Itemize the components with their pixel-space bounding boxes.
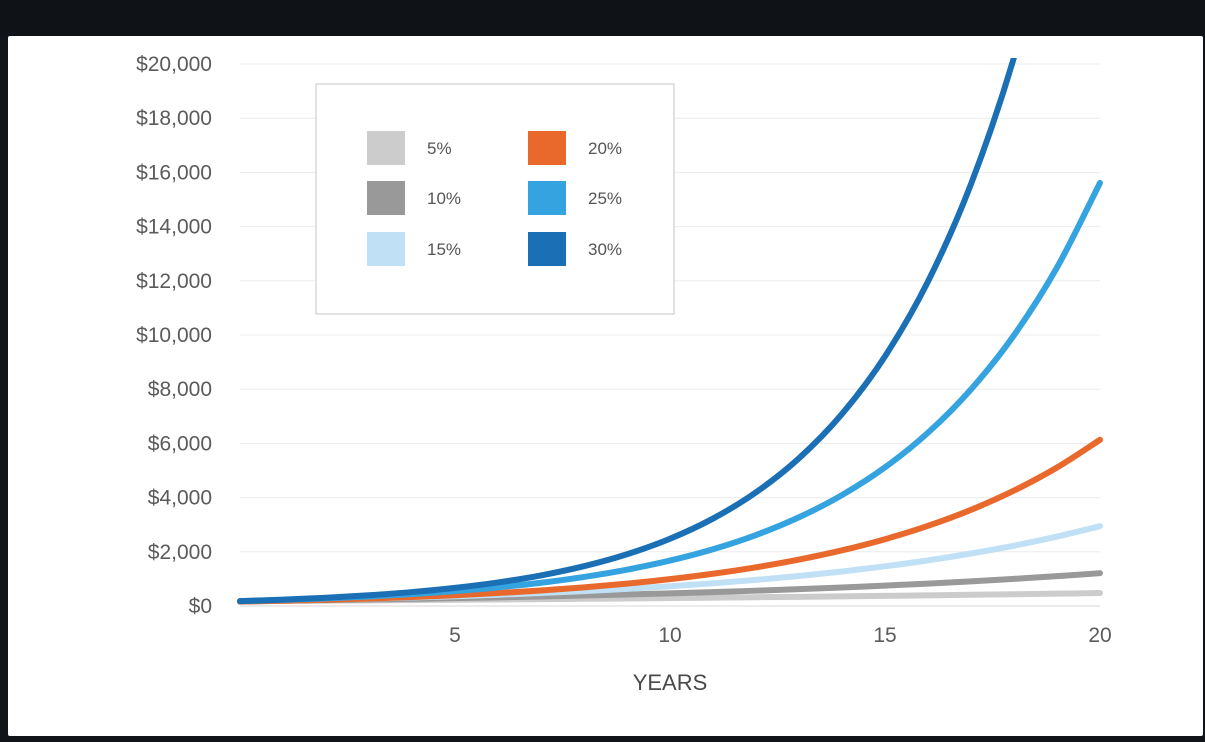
legend-swatch bbox=[528, 181, 566, 215]
y-tick-label: $20,000 bbox=[136, 53, 212, 76]
y-tick-label: $0 bbox=[189, 595, 212, 618]
series-line-30pct bbox=[237, 58, 1017, 605]
y-axis-ticks: $0 $2,000 $4,000 $6,000 $8,000 $10,000 $12,000… bbox=[136, 53, 212, 618]
x-axis-label: YEARS bbox=[633, 670, 708, 695]
legend-entry: 10% bbox=[367, 181, 461, 215]
legend-entry: 15% bbox=[367, 232, 461, 266]
legend-label: 10% bbox=[427, 189, 461, 208]
legend-entry: 25% bbox=[528, 181, 622, 215]
y-tick-label: $14,000 bbox=[136, 216, 212, 239]
y-tick-label: $6,000 bbox=[148, 432, 212, 455]
legend-label: 5% bbox=[427, 139, 452, 158]
x-tick-label: 10 bbox=[658, 624, 681, 647]
y-tick-label: $4,000 bbox=[148, 487, 212, 510]
legend-entry: 20% bbox=[528, 131, 622, 165]
y-tick-label: $10,000 bbox=[136, 324, 212, 347]
x-axis-ticks: 5 10 15 20 bbox=[449, 624, 1112, 647]
legend-swatch bbox=[367, 232, 405, 266]
legend-entry: 5% bbox=[367, 131, 452, 165]
y-tick-label: $8,000 bbox=[148, 378, 212, 401]
legend-swatch bbox=[367, 131, 405, 165]
legend-swatch bbox=[528, 232, 566, 266]
legend: 5% 10% 15% 20% 25% 30% bbox=[315, 83, 675, 315]
series-lines bbox=[237, 58, 1103, 605]
legend-entry: 30% bbox=[528, 232, 622, 266]
top-band bbox=[0, 0, 1205, 36]
x-tick-label: 20 bbox=[1088, 624, 1111, 647]
legend-label: 15% bbox=[427, 240, 461, 259]
legend-swatch bbox=[528, 131, 566, 165]
y-tick-label: $2,000 bbox=[148, 541, 212, 564]
x-tick-label: 15 bbox=[873, 624, 896, 647]
x-tick-label: 5 bbox=[449, 624, 461, 647]
series-line-20pct bbox=[237, 436, 1103, 605]
legend-label: 30% bbox=[588, 240, 622, 259]
legend-label: 25% bbox=[588, 189, 622, 208]
y-tick-label: $12,000 bbox=[136, 270, 212, 293]
legend-swatch bbox=[367, 181, 405, 215]
legend-label: 20% bbox=[588, 139, 622, 158]
y-tick-label: $16,000 bbox=[136, 161, 212, 184]
y-tick-label: $18,000 bbox=[136, 107, 212, 130]
